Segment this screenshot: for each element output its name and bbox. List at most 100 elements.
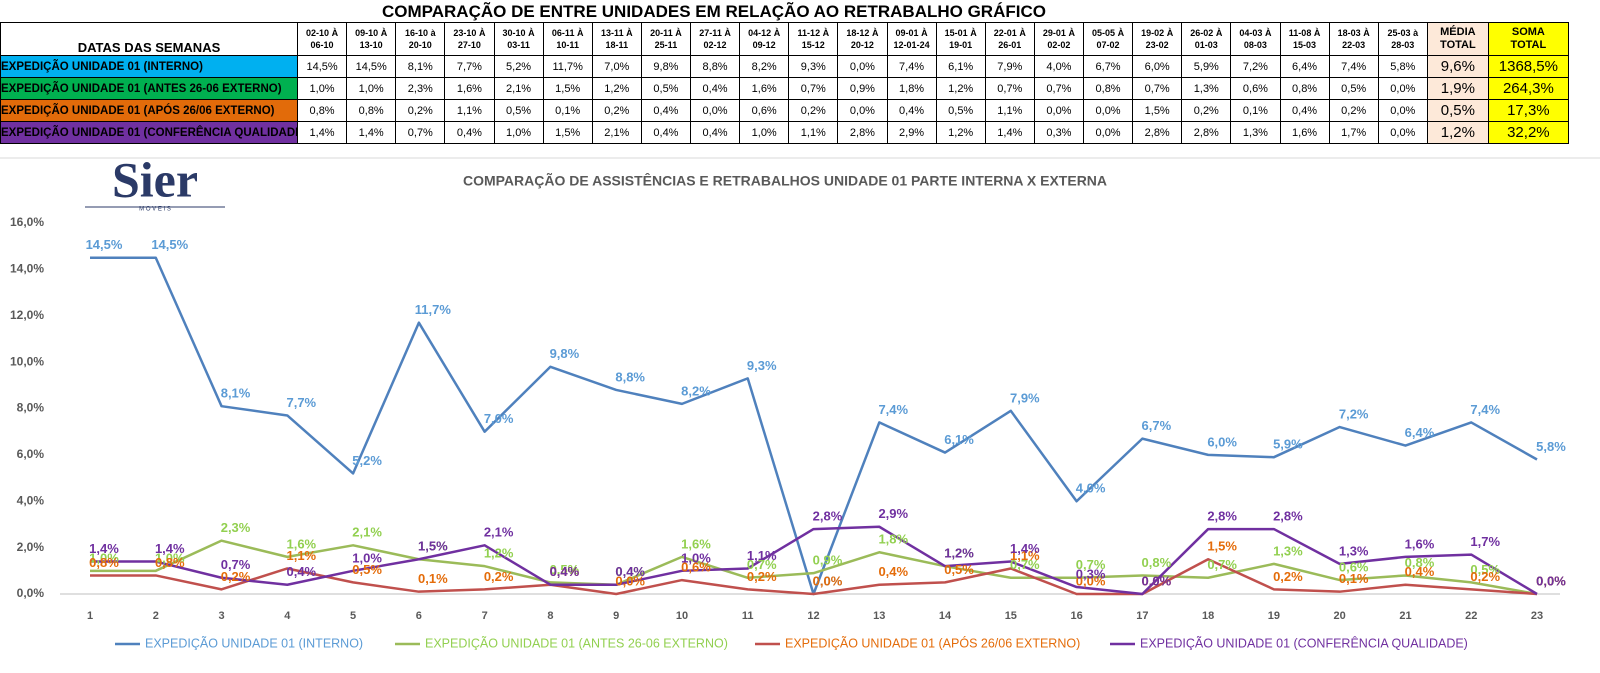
cell: 4,0% bbox=[1033, 55, 1085, 78]
data-label: 7,4% bbox=[878, 402, 908, 417]
cell: 2,1% bbox=[591, 121, 642, 144]
cell: 0,5% bbox=[640, 77, 692, 100]
data-label: 0,1% bbox=[1339, 571, 1369, 586]
data-label: 0,4% bbox=[1405, 564, 1435, 579]
legend-label: EXPEDIÇÃO UNIDADE 01 (CONFERÊNCIA QUALID… bbox=[1140, 635, 1468, 650]
soma-cell: 17,3% bbox=[1487, 99, 1569, 122]
media-cell: 0,5% bbox=[1426, 99, 1489, 122]
x-tick-label: 8 bbox=[547, 610, 553, 622]
x-tick-label: 13 bbox=[873, 610, 885, 622]
data-label: 0,0% bbox=[1076, 573, 1106, 588]
data-label: 0,7% bbox=[1076, 557, 1106, 572]
x-tick-label: 15 bbox=[1005, 610, 1017, 622]
soma-cell: 1368,5% bbox=[1487, 55, 1569, 78]
cell: 6,0% bbox=[1132, 55, 1183, 78]
header-line: TOTAL bbox=[1510, 39, 1547, 51]
data-label: 1,0% bbox=[352, 550, 382, 565]
cell: 7,9% bbox=[984, 55, 1035, 78]
legend-label: EXPEDIÇÃO UNIDADE 01 (ANTES 26-06 EXTERN… bbox=[425, 636, 728, 650]
cell: 1,2% bbox=[935, 77, 986, 100]
data-label: 1,5% bbox=[418, 539, 448, 554]
header-line: 18-03 À bbox=[1337, 28, 1370, 38]
row-label: EXPEDIÇÃO UNIDADE 01 (ANTES 26-06 EXTERN… bbox=[0, 77, 298, 100]
data-label: 0,7% bbox=[1010, 557, 1040, 572]
cell: 0,1% bbox=[1230, 99, 1281, 122]
week-header: 26-02 À 01-03 bbox=[1181, 22, 1232, 56]
data-label: 1,8% bbox=[878, 532, 908, 547]
header-line: 07-02 bbox=[1096, 40, 1120, 50]
legend-label: EXPEDIÇÃO UNIDADE 01 (INTERNO) bbox=[145, 636, 363, 650]
week-header: 18-12 À 20-12 bbox=[837, 22, 888, 56]
cell: 5,2% bbox=[493, 55, 544, 78]
week-header: 29-01 À 02-02 bbox=[1033, 22, 1085, 56]
week-header: 06-11 À 10-11 bbox=[542, 22, 593, 56]
week-header: 16-10 à 20-10 bbox=[395, 22, 446, 56]
header-line: 15-03 bbox=[1293, 40, 1317, 50]
cell: 6,1% bbox=[935, 55, 986, 78]
data-label: 0,0% bbox=[813, 573, 843, 588]
header-line: 28-03 bbox=[1391, 40, 1415, 50]
week-header: 18-03 À 22-03 bbox=[1328, 22, 1379, 56]
week-header: 02-10 À 06-10 bbox=[296, 22, 348, 56]
y-tick-label: 14,0% bbox=[10, 262, 44, 276]
data-label: 1,4% bbox=[1010, 541, 1040, 556]
cell: 1,2% bbox=[591, 77, 642, 100]
data-label: 14,5% bbox=[86, 237, 123, 252]
data-label: 0,7% bbox=[747, 557, 777, 572]
header-label: DATAS DAS SEMANAS bbox=[0, 22, 298, 56]
data-label: 1,6% bbox=[286, 536, 316, 551]
data-label: 0,6% bbox=[1339, 560, 1369, 575]
cell: 0,5% bbox=[1328, 77, 1379, 100]
cell: 0,7% bbox=[1033, 77, 1085, 100]
week-header: 05-05 À 07-02 bbox=[1082, 22, 1134, 56]
header-line: 22-01 À bbox=[993, 28, 1026, 38]
cell: 0,5% bbox=[493, 99, 544, 122]
data-label: 7,0% bbox=[484, 411, 514, 426]
y-tick-label: 4,0% bbox=[17, 493, 45, 507]
data-label: 0,0% bbox=[1536, 573, 1566, 588]
cell: 0,4% bbox=[640, 121, 692, 144]
header-line: 13-10 bbox=[359, 40, 383, 50]
cell: 1,5% bbox=[542, 121, 593, 144]
data-row: EXPEDIÇÃO UNIDADE 01 (APÓS 26/06 EXTERNO… bbox=[0, 99, 1569, 122]
header-line: 06-10 bbox=[310, 40, 334, 50]
cell: 1,1% bbox=[984, 99, 1035, 122]
data-row: EXPEDIÇÃO UNIDADE 01 (CONFERÊNCIA QUALID… bbox=[0, 121, 1569, 144]
cell: 0,8% bbox=[1082, 77, 1134, 100]
data-label: 0,0% bbox=[1536, 573, 1566, 588]
cell: 0,0% bbox=[1033, 99, 1085, 122]
header-line: 25-03 à bbox=[1387, 28, 1419, 38]
cell: 0,8% bbox=[1279, 77, 1330, 100]
x-tick-label: 6 bbox=[416, 610, 422, 622]
header-line: 16-10 à bbox=[405, 28, 436, 38]
cell: 1,3% bbox=[1181, 77, 1232, 100]
header-line: 25-11 bbox=[654, 40, 678, 50]
media-cell: 1,9% bbox=[1426, 77, 1489, 100]
cell: 0,4% bbox=[444, 121, 495, 144]
cell: 2,8% bbox=[837, 121, 888, 144]
data-label: 1,0% bbox=[681, 550, 711, 565]
data-label: 2,1% bbox=[484, 525, 514, 540]
logo: Sier bbox=[112, 151, 198, 207]
data-label: 0,0% bbox=[813, 573, 843, 588]
cell: 0,2% bbox=[1181, 99, 1232, 122]
cell: 7,0% bbox=[591, 55, 642, 78]
header-line: 22-03 bbox=[1342, 40, 1366, 50]
soma-cell: 264,3% bbox=[1487, 77, 1569, 100]
header-line: 27-10 bbox=[457, 40, 481, 50]
cell: 2,8% bbox=[1132, 121, 1183, 144]
cell: 1,5% bbox=[542, 77, 593, 100]
header-line: 01-03 bbox=[1194, 40, 1218, 50]
cell: 2,9% bbox=[886, 121, 937, 144]
data-label: 11,7% bbox=[415, 302, 452, 317]
cell: 1,6% bbox=[739, 77, 790, 100]
data-label: 2,8% bbox=[1273, 509, 1303, 524]
cell: 0,6% bbox=[1230, 77, 1281, 100]
data-label: 0,4% bbox=[550, 564, 580, 579]
y-tick-label: 10,0% bbox=[10, 354, 44, 368]
data-label: 5,8% bbox=[1536, 439, 1566, 454]
data-label: 9,3% bbox=[747, 358, 777, 373]
cell: 1,2% bbox=[935, 121, 986, 144]
data-label: 0,2% bbox=[221, 569, 251, 584]
